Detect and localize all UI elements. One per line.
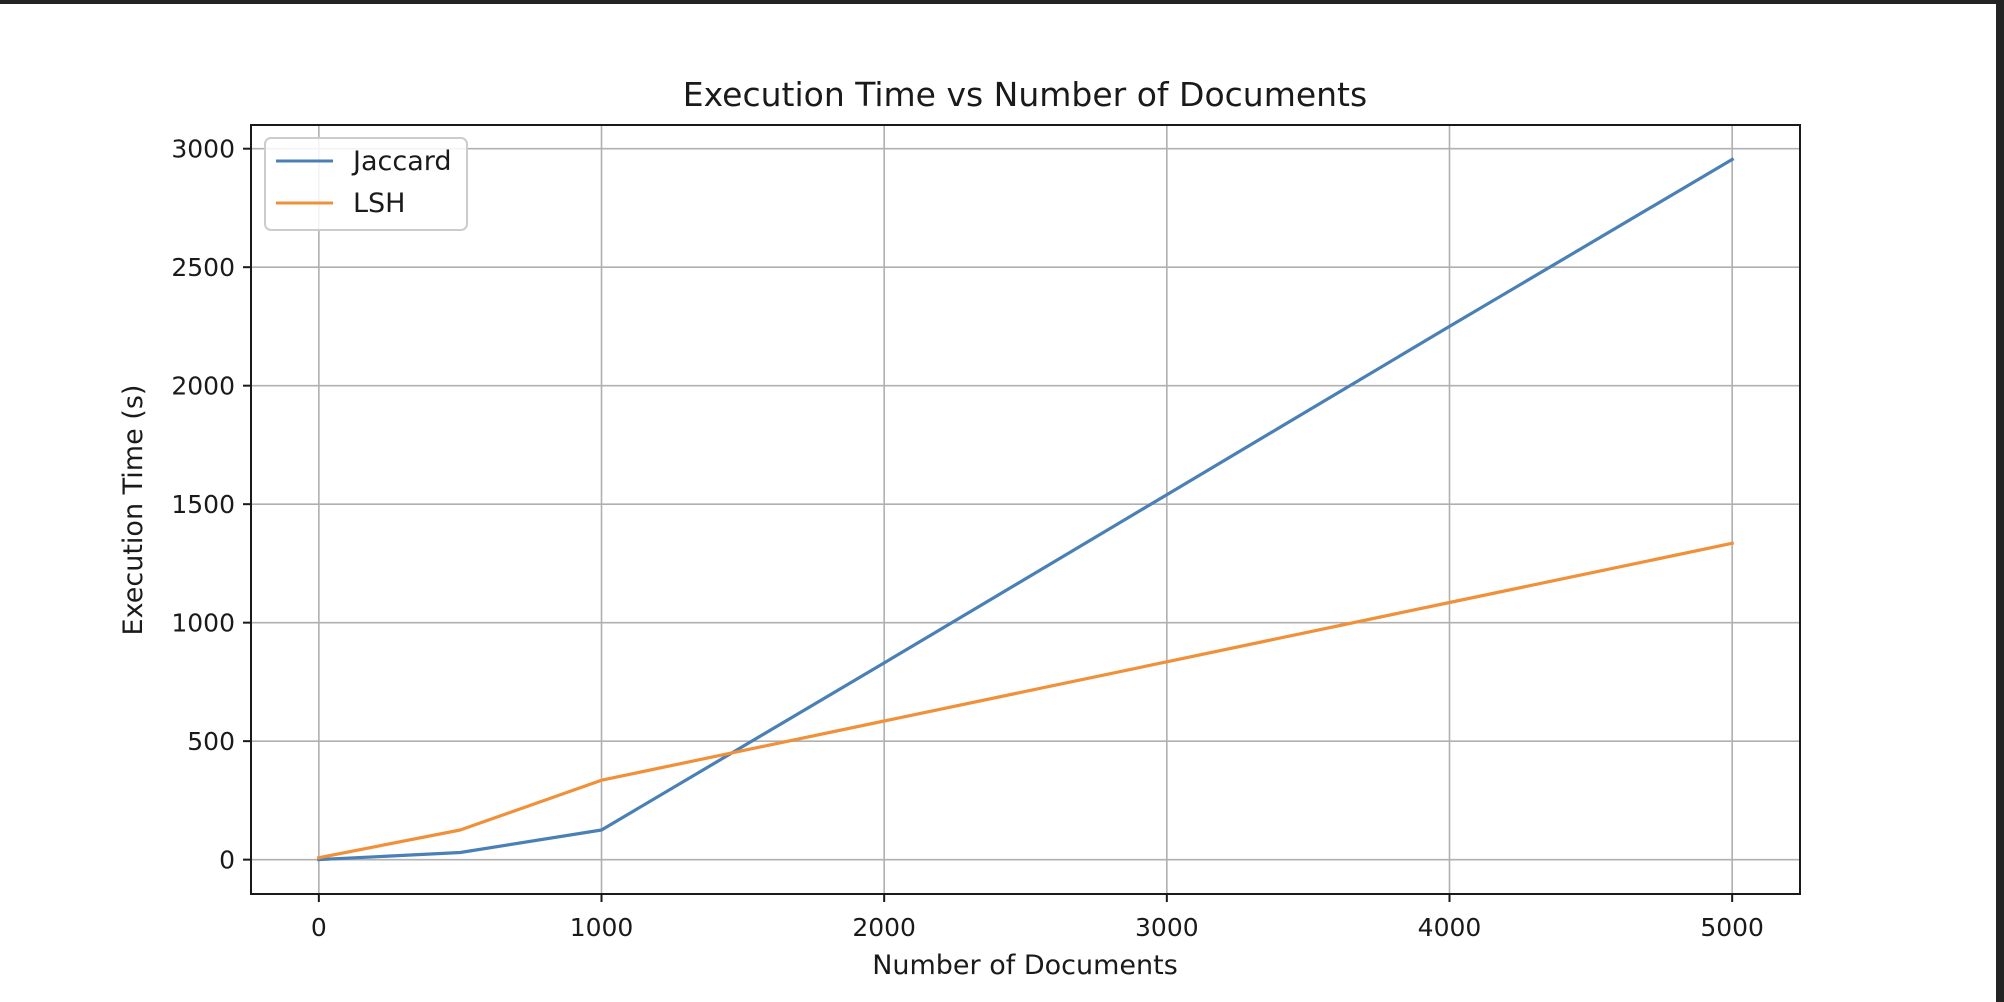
plot-area-frame [250,124,1801,895]
y-tick-label-2000: 2000 [171,372,235,401]
y-tick-label-0: 0 [219,846,235,875]
x-tick-label-1000: 1000 [570,913,634,942]
legend-label-lsh: LSH [353,188,405,219]
x-tick-label-5000: 5000 [1700,913,1764,942]
y-tick-label-2500: 2500 [171,253,235,282]
x-axis-ticks: 0 1000 2000 3000 4000 5000 [311,894,1764,942]
y-axis-ticks: 0 500 1000 1500 2000 2500 3000 [171,135,251,875]
window-border-top [0,0,2004,4]
x-tick-label-2000: 2000 [852,913,916,942]
y-axis-label: Execution Time (s) [118,385,149,636]
y-tick-label-3000: 3000 [171,135,235,164]
series-line-lsh [316,541,1735,860]
series-line-jaccard [317,157,1735,862]
y-tick-label-1000: 1000 [171,609,235,638]
y-tick-label-500: 500 [187,727,235,756]
x-axis-label: Number of Documents [872,950,1178,981]
x-tick-label-0: 0 [311,913,327,942]
grid [251,125,1800,894]
legend: Jaccard LSH [264,137,468,231]
chart-title: Execution Time vs Number of Documents [683,75,1367,114]
x-tick-label-4000: 4000 [1418,913,1482,942]
series-lines [316,157,1735,862]
y-tick-label-1500: 1500 [171,490,235,519]
window-border-right [1996,0,2004,1002]
legend-label-jaccard: Jaccard [351,146,452,177]
x-tick-label-3000: 3000 [1135,913,1199,942]
